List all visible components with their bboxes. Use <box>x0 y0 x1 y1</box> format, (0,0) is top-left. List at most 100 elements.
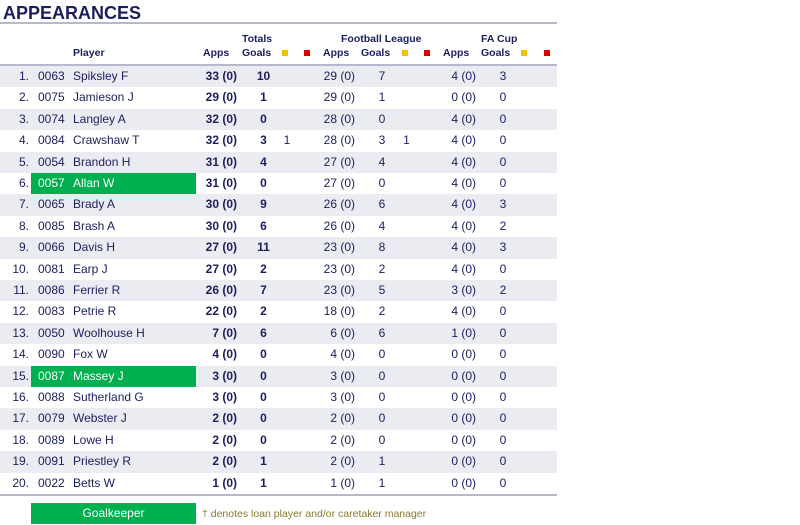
league-goals: 0 <box>378 176 386 190</box>
rank-cell: 16. <box>12 390 29 404</box>
league-goals: 0 <box>378 411 386 426</box>
league-yellow: 1 <box>403 133 410 148</box>
player-name[interactable]: Betts W <box>73 475 116 490</box>
league-apps: 29 (0) <box>323 69 355 83</box>
total-goals: 0 <box>260 432 267 447</box>
goalkeeper-legend: Goalkeeper <box>31 503 196 524</box>
header-goals: Goals <box>242 47 272 59</box>
league-apps: 18 (0) <box>323 304 355 319</box>
total-apps: 3 (0) <box>212 368 237 383</box>
cup-apps: 4 (0) <box>451 218 476 233</box>
yellow-card-icon <box>521 50 527 56</box>
table-row: 10. 0081 Earp J 27 (0) 2 23 (0) 2 4 (0) 0 <box>0 259 557 280</box>
page-title: APPEARANCES <box>3 3 142 23</box>
player-name[interactable]: Petrie R <box>73 304 117 319</box>
rank-cell: 19. <box>12 454 29 469</box>
player-name[interactable]: Sutherland G <box>73 390 144 404</box>
cup-apps: 0 (0) <box>451 90 476 105</box>
league-apps: 2 (0) <box>330 432 355 447</box>
player-name[interactable]: Allan W <box>73 176 115 190</box>
league-goals: 6 <box>378 325 386 340</box>
player-name[interactable]: Crawshaw T <box>73 133 140 148</box>
cup-goals: 3 <box>499 240 507 255</box>
cup-goals: 0 <box>499 347 507 362</box>
total-apps: 33 (0) <box>205 69 237 83</box>
total-apps: 31 (0) <box>205 176 237 190</box>
rank-cell: 5. <box>18 154 29 169</box>
cup-goals: 0 <box>499 368 507 383</box>
rank-cell: 14. <box>12 347 29 362</box>
table-row: 13. 0050 Woolhouse H 7 (0) 6 6 (0) 6 1 (0) 0 <box>0 322 557 345</box>
id-cell: 0079 <box>38 411 65 426</box>
player-name[interactable]: Ferrier R <box>73 283 121 297</box>
cup-goals: 0 <box>499 261 507 276</box>
rank-cell: 1. <box>18 69 29 83</box>
cup-goals: 0 <box>499 176 507 190</box>
total-apps: 29 (0) <box>205 90 237 105</box>
table-row: 19. 0091 Priestley R 2 (0) 1 2 (0) 1 0 (0) 0 <box>0 451 557 473</box>
id-cell: 0050 <box>38 325 65 340</box>
cup-apps: 0 (0) <box>451 347 476 362</box>
cup-apps: 4 (0) <box>451 69 476 83</box>
league-goals: 3 <box>378 133 386 148</box>
league-apps: 27 (0) <box>323 176 355 190</box>
league-goals: 0 <box>378 111 386 126</box>
rank-cell: 4. <box>18 133 29 148</box>
player-name[interactable]: Fox W <box>73 347 108 362</box>
table-row: 16. 0088 Sutherland G 3 (0) 0 3 (0) 0 0 (0) 0 <box>0 387 557 408</box>
id-cell: 0065 <box>38 197 65 212</box>
total-goals: 0 <box>260 390 267 404</box>
id-cell: 0066 <box>38 240 65 255</box>
rank-cell: 13. <box>12 325 29 340</box>
id-cell: 0083 <box>38 304 65 319</box>
red-card-icon <box>304 50 310 56</box>
cup-goals: 2 <box>499 283 507 297</box>
total-goals: 0 <box>260 111 267 126</box>
player-name[interactable]: Davis H <box>73 240 116 255</box>
player-name[interactable]: Lowe H <box>73 432 114 447</box>
cup-apps: 1 (0) <box>451 325 476 340</box>
total-goals: 4 <box>260 154 267 169</box>
rank-cell: 8. <box>18 218 29 233</box>
cup-goals: 0 <box>499 475 507 490</box>
yellow-card-icon <box>282 50 288 56</box>
player-name[interactable]: Brash A <box>73 218 116 233</box>
header-player: Player <box>73 47 105 59</box>
player-name[interactable]: Earp J <box>73 261 108 276</box>
id-cell: 0054 <box>38 154 65 169</box>
player-name[interactable]: Brady A <box>73 197 116 212</box>
league-apps: 1 (0) <box>330 475 355 490</box>
league-goals: 6 <box>378 197 386 212</box>
player-name[interactable]: Jamieson J <box>73 90 134 105</box>
total-apps: 27 (0) <box>205 240 237 255</box>
cup-goals: 0 <box>499 154 507 169</box>
league-goals: 5 <box>378 283 386 297</box>
league-apps: 3 (0) <box>330 390 355 404</box>
goalkeeper-highlight <box>31 365 196 387</box>
total-goals: 1 <box>260 454 267 469</box>
league-goals: 8 <box>378 240 386 255</box>
player-name[interactable]: Spiksley F <box>73 69 129 83</box>
total-apps: 7 (0) <box>212 325 237 340</box>
total-goals: 3 <box>260 133 267 148</box>
cup-apps: 0 (0) <box>451 475 476 490</box>
cup-goals: 0 <box>499 133 507 148</box>
player-name[interactable]: Woolhouse H <box>73 325 145 340</box>
player-name[interactable]: Webster J <box>73 411 127 426</box>
player-name[interactable]: Brandon H <box>73 154 131 169</box>
rank-cell: 2. <box>18 90 29 105</box>
total-apps: 26 (0) <box>205 283 237 297</box>
cup-apps: 4 (0) <box>451 197 476 212</box>
id-cell: 0063 <box>38 69 65 83</box>
player-name[interactable]: Priestley R <box>73 454 132 469</box>
player-name[interactable]: Langley A <box>73 111 126 126</box>
cup-goals: 3 <box>499 197 507 212</box>
total-goals: 9 <box>260 197 267 212</box>
cup-goals: 0 <box>499 432 507 447</box>
total-goals: 6 <box>260 218 267 233</box>
total-yellow: 1 <box>283 133 291 148</box>
league-apps: 3 (0) <box>330 368 355 383</box>
rank-cell: 17. <box>12 411 29 426</box>
total-apps: 3 (0) <box>212 390 237 404</box>
player-name[interactable]: Massey J <box>73 368 124 383</box>
